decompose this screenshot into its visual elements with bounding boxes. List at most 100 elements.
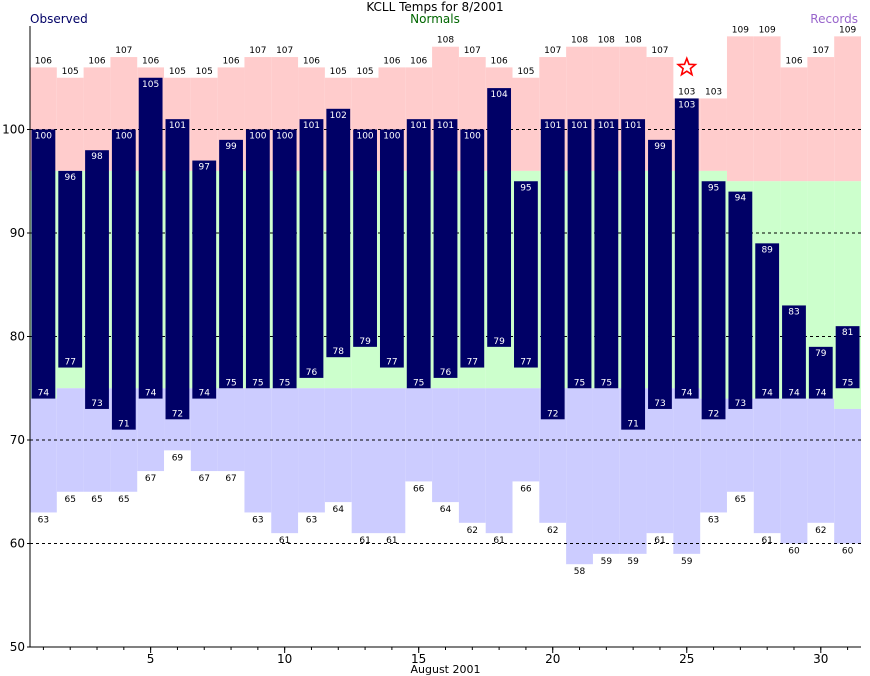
record-high-band xyxy=(807,57,835,182)
record-high-label: 109 xyxy=(732,25,749,35)
observed-low-label: 74 xyxy=(761,389,773,399)
record-low-label: 62 xyxy=(815,526,826,536)
observed-high-label: 79 xyxy=(815,349,827,359)
observed-high-label: 95 xyxy=(520,183,531,193)
value-labels: 106 100 74 63 105 96 77 65 106 98 73 65 107 100 71 65 10… xyxy=(35,25,857,577)
record-high-label: 106 xyxy=(88,56,105,66)
observed-high-label: 81 xyxy=(842,328,853,338)
observed-high-label: 101 xyxy=(598,121,615,131)
record-high-label: 106 xyxy=(303,56,320,66)
observed-bar xyxy=(299,119,324,378)
record-low-label: 65 xyxy=(64,495,75,505)
record-low-band xyxy=(592,388,620,554)
observed-bar xyxy=(701,181,726,420)
observed-bar xyxy=(85,150,109,409)
axes: 50 60 70 80 90 100 5 10 15 20 25 30 August 2001 xyxy=(2,26,861,676)
observed-low-label: 77 xyxy=(520,358,531,368)
record-low-band xyxy=(351,388,379,534)
record-high-band xyxy=(780,67,808,182)
record-low-label: 63 xyxy=(306,515,317,525)
record-low-band xyxy=(271,388,299,534)
record-low-band xyxy=(673,388,701,554)
record-high-label: 105 xyxy=(169,67,186,77)
observed-high-label: 101 xyxy=(169,121,186,131)
observed-bars xyxy=(31,77,860,430)
observed-high-label: 83 xyxy=(788,307,799,317)
observed-low-label: 74 xyxy=(815,389,827,399)
x-tick-label: 20 xyxy=(545,652,560,666)
observed-low-label: 73 xyxy=(735,399,746,409)
record-low-label: 64 xyxy=(333,505,345,515)
record-high-label: 105 xyxy=(330,67,347,77)
record-low-band xyxy=(780,398,808,544)
record-low-band xyxy=(485,388,513,534)
record-low-band xyxy=(458,388,486,523)
observed-low-label: 74 xyxy=(681,389,693,399)
observed-high-label: 99 xyxy=(654,142,666,152)
observed-bar xyxy=(272,129,297,389)
observed-high-label: 100 xyxy=(356,132,373,142)
observed-low-label: 72 xyxy=(547,409,558,419)
observed-bar xyxy=(808,346,833,399)
record-low-band xyxy=(834,408,861,544)
record-high-label: 107 xyxy=(115,46,132,56)
observed-high-label: 96 xyxy=(64,173,76,183)
observed-bar xyxy=(621,119,646,430)
observed-low-label: 75 xyxy=(225,378,236,388)
record-low-band xyxy=(324,388,352,503)
record-low-band xyxy=(807,398,835,523)
y-tick-label: 50 xyxy=(10,640,25,654)
observed-bar xyxy=(192,160,217,399)
legend-records: Records xyxy=(810,12,858,26)
record-low-band xyxy=(512,388,540,482)
observed-high-label: 100 xyxy=(35,132,52,142)
record-low-label: 65 xyxy=(735,495,746,505)
observed-high-label: 97 xyxy=(199,163,210,173)
record-low-label: 62 xyxy=(547,526,558,536)
record-high-label: 107 xyxy=(464,46,481,56)
observed-high-label: 98 xyxy=(91,152,103,162)
observed-bar xyxy=(567,119,592,389)
record-low-label: 60 xyxy=(788,547,800,557)
observed-low-label: 77 xyxy=(467,358,478,368)
observed-low-label: 71 xyxy=(627,420,638,430)
x-tick-label: 15 xyxy=(411,652,426,666)
record-high-label: 107 xyxy=(276,46,293,56)
y-tick-label: 70 xyxy=(10,433,25,447)
record-low-label: 69 xyxy=(172,453,184,463)
record-low-band xyxy=(190,388,218,472)
observed-low-label: 77 xyxy=(64,358,75,368)
observed-bar xyxy=(379,129,404,368)
observed-high-label: 103 xyxy=(678,100,695,110)
observed-bar xyxy=(540,119,565,420)
observed-low-label: 73 xyxy=(654,399,665,409)
observed-low-label: 76 xyxy=(306,368,318,378)
observed-bar xyxy=(138,77,163,399)
observed-high-label: 100 xyxy=(383,132,400,142)
record-high-band xyxy=(726,36,754,182)
observed-high-label: 101 xyxy=(410,121,427,131)
record-low-label: 67 xyxy=(225,474,236,484)
observed-bar xyxy=(406,119,431,389)
observed-bar xyxy=(219,139,243,389)
observed-bar xyxy=(782,305,806,399)
observed-high-label: 101 xyxy=(303,121,320,131)
observed-bar xyxy=(165,119,190,420)
record-low-label: 63 xyxy=(252,515,263,525)
record-low-label: 61 xyxy=(279,536,290,546)
y-tick-label: 90 xyxy=(10,226,25,240)
record-high-band xyxy=(700,98,727,171)
record-high-band xyxy=(190,77,218,171)
observed-bar xyxy=(58,170,83,368)
observed-low-label: 75 xyxy=(601,378,612,388)
record-low-band xyxy=(217,388,245,472)
observed-bar xyxy=(433,119,458,378)
observed-bar xyxy=(326,108,351,358)
observed-low-label: 74 xyxy=(145,389,157,399)
observed-high-label: 101 xyxy=(437,121,454,131)
record-high-label: 106 xyxy=(142,56,159,66)
observed-bar xyxy=(728,191,753,409)
observed-high-label: 101 xyxy=(625,121,642,131)
observed-bar xyxy=(594,119,619,389)
